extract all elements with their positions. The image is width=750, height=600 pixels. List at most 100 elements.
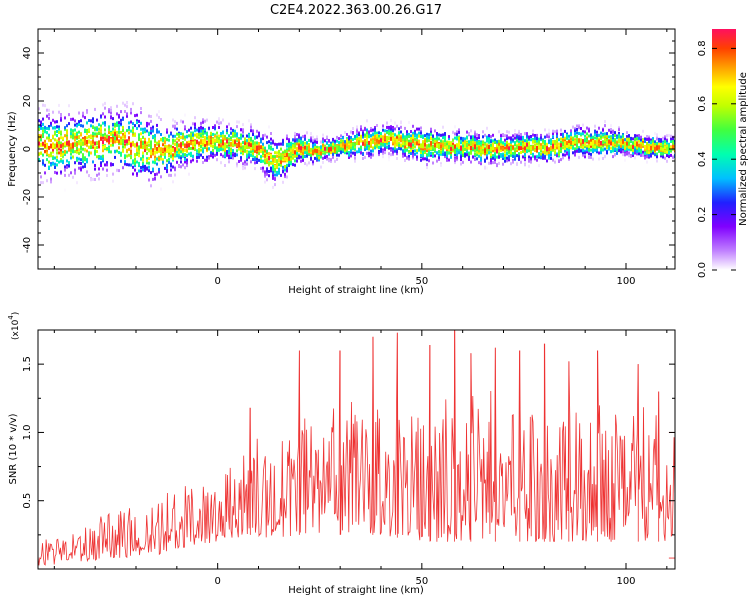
heatmap-cell	[420, 131, 422, 135]
heatmap-cell	[664, 156, 666, 160]
heatmap-cell	[218, 118, 220, 122]
heatmap-cell	[198, 155, 200, 159]
heatmap-cell	[240, 151, 242, 155]
heatmap-cell	[424, 147, 426, 151]
heatmap-cell	[400, 130, 402, 134]
snr-y-multiplier-close: )	[11, 312, 21, 316]
heatmap-cell	[598, 157, 600, 161]
heatmap-cell	[176, 154, 178, 158]
heatmap-cell	[174, 166, 176, 170]
heatmap-ridge-cell	[640, 144, 642, 149]
heatmap-cell	[552, 132, 554, 136]
snr-series-layer	[38, 330, 675, 566]
heatmap-cell	[248, 155, 250, 159]
heatmap-cell	[476, 157, 478, 161]
heatmap-cell	[208, 126, 210, 130]
heatmap-cell	[542, 153, 544, 157]
heatmap-cell	[592, 137, 594, 141]
heatmap-cell	[418, 145, 420, 149]
heatmap-cell	[398, 127, 400, 131]
heatmap-cell	[104, 134, 106, 138]
heatmap-cell	[50, 151, 52, 155]
heatmap-cell	[74, 119, 76, 123]
heatmap-cell	[578, 124, 580, 128]
heatmap-ridge-cell	[312, 150, 314, 154]
heatmap-cell	[266, 158, 268, 162]
heatmap-cell	[608, 135, 610, 139]
heatmap-cell	[544, 148, 546, 152]
heatmap-ridge-cell	[388, 136, 390, 141]
heatmap-cell	[402, 149, 404, 153]
heatmap-cell	[646, 137, 648, 141]
heatmap-cell	[538, 152, 540, 156]
heatmap-cell	[346, 151, 348, 155]
heatmap-cell	[228, 149, 230, 153]
heatmap-cell	[518, 131, 520, 135]
heatmap-cell	[100, 114, 102, 118]
heatmap-cell	[80, 167, 82, 171]
heatmap-cell	[180, 136, 182, 140]
heatmap-cell	[194, 133, 196, 137]
heatmap-cell	[86, 136, 88, 140]
heatmap-cell	[38, 107, 40, 111]
heatmap-cell	[110, 150, 112, 154]
heatmap-ridge-cell	[544, 145, 546, 150]
heatmap-cell	[198, 150, 200, 154]
heatmap-cell	[578, 126, 580, 130]
heatmap-cell	[446, 140, 448, 144]
heatmap-cell	[72, 117, 74, 121]
heatmap-ridge-cell	[558, 146, 560, 151]
heatmap-cell	[354, 136, 356, 140]
heatmap-cell	[556, 146, 558, 150]
heatmap-cell	[580, 127, 582, 130]
heatmap-cell	[46, 136, 48, 140]
heatmap-cell	[578, 149, 580, 153]
heatmap-cell	[366, 145, 368, 149]
heatmap-ridge-cell	[414, 141, 416, 146]
heatmap-cell	[74, 123, 76, 127]
heatmap-cell	[146, 161, 148, 165]
heatmap-cell	[410, 137, 412, 140]
heatmap-cell	[266, 167, 268, 171]
heatmap-cell	[192, 158, 194, 162]
y-tick-label: 1.0	[22, 424, 33, 440]
heatmap-cell	[54, 126, 56, 130]
heatmap-cell	[396, 157, 398, 160]
heatmap-cell	[210, 131, 212, 135]
heatmap-ridge-cell	[458, 142, 460, 147]
heatmap-cell	[512, 154, 514, 158]
heatmap-cell	[252, 158, 254, 161]
heatmap-ridge-cell	[226, 139, 228, 144]
heatmap-cell	[222, 145, 224, 149]
heatmap-cell	[486, 139, 488, 143]
heatmap-ridge-cell	[608, 139, 610, 144]
heatmap-cell	[228, 137, 230, 141]
heatmap-cell	[632, 137, 634, 141]
heatmap-cell	[142, 168, 144, 172]
heatmap-cell	[202, 135, 204, 139]
heatmap-cell	[232, 153, 234, 157]
heatmap-cell	[188, 146, 190, 150]
heatmap-cell	[404, 137, 406, 141]
heatmap-cell	[100, 161, 102, 165]
heatmap-cell	[566, 136, 568, 140]
heatmap-cell	[120, 136, 122, 140]
heatmap-cell	[82, 156, 84, 160]
heatmap-cell	[260, 160, 262, 163]
heatmap-cell	[428, 149, 430, 153]
heatmap-ridge-cell	[46, 142, 48, 147]
heatmap-cell	[160, 157, 162, 161]
heatmap-ridge-cell	[186, 143, 188, 148]
heatmap-cell	[228, 156, 230, 160]
heatmap-cell	[202, 156, 204, 159]
heatmap-cell	[88, 174, 90, 178]
heatmap-cell	[244, 162, 246, 166]
heatmap-cell	[314, 140, 316, 144]
heatmap-cell	[252, 149, 254, 153]
heatmap-cell	[638, 136, 640, 140]
heatmap-cell	[60, 130, 62, 134]
heatmap-cell	[86, 110, 88, 114]
heatmap-cell	[314, 156, 316, 160]
heatmap-cell	[628, 151, 630, 155]
heatmap-cell	[290, 155, 292, 159]
